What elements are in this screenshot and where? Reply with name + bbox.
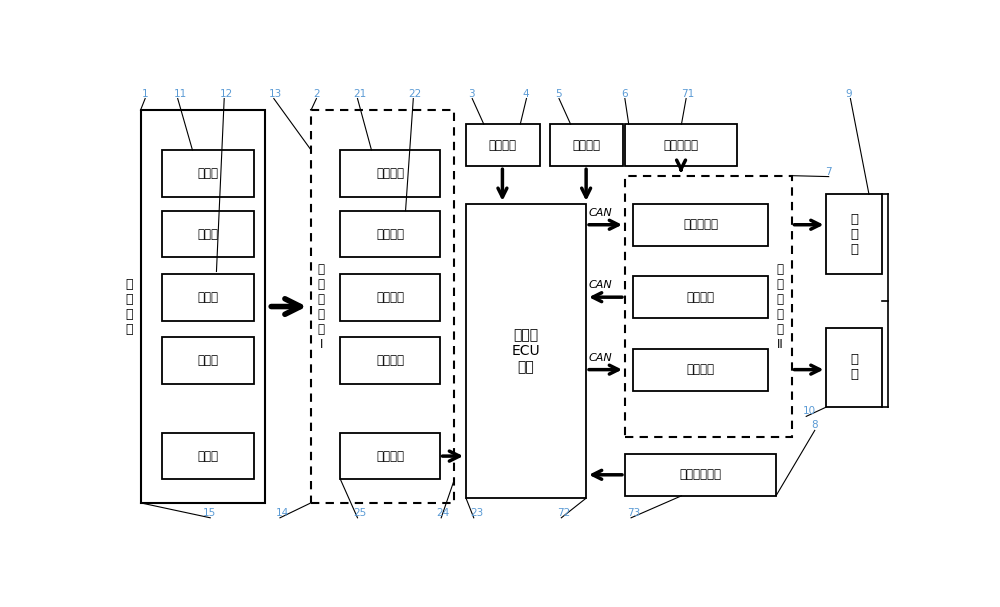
Text: 减速档: 减速档 [197, 450, 218, 463]
Bar [625, 124, 737, 166]
Bar [625, 175, 792, 438]
Text: 23: 23 [470, 508, 483, 518]
Bar [633, 276, 768, 318]
Text: 加速档: 加速档 [197, 354, 218, 367]
Text: 14: 14 [276, 508, 289, 518]
Bar [340, 433, 440, 480]
Bar [466, 204, 586, 498]
Bar [340, 211, 440, 257]
Text: 73: 73 [627, 508, 640, 518]
Bar [162, 433, 254, 480]
Bar [311, 110, 454, 503]
Bar [826, 194, 882, 274]
Text: 5: 5 [555, 89, 562, 98]
Text: 车速传感器: 车速传感器 [664, 139, 699, 152]
Text: 使能信号: 使能信号 [376, 167, 404, 180]
Text: 24: 24 [437, 508, 450, 518]
Text: 刺车信号: 刺车信号 [573, 139, 601, 152]
Text: 7: 7 [825, 166, 831, 177]
Text: 12: 12 [220, 89, 233, 98]
Bar [162, 211, 254, 257]
Text: 加速信号: 加速信号 [376, 354, 404, 367]
Text: 仪
表: 仪 表 [850, 353, 858, 381]
Text: 关闭信号: 关闭信号 [376, 291, 404, 304]
Text: 4: 4 [523, 89, 529, 98]
Text: 13: 13 [268, 89, 282, 98]
Text: 巡
航
开
关: 巡 航 开 关 [125, 277, 133, 336]
Bar [162, 274, 254, 320]
Bar [140, 110, 264, 503]
Text: 指示灯信号: 指示灯信号 [683, 219, 718, 231]
Text: 9: 9 [846, 89, 852, 98]
Bar [625, 454, 776, 496]
Bar [162, 337, 254, 384]
Bar [162, 150, 254, 197]
Text: 21: 21 [354, 89, 367, 98]
Text: 减速信号: 减速信号 [376, 450, 404, 463]
Text: 微
处
理
模
块
Ⅱ: 微 处 理 模 块 Ⅱ [776, 263, 783, 350]
Bar [340, 150, 440, 197]
Text: 6: 6 [621, 89, 628, 98]
Text: 使能档: 使能档 [197, 167, 218, 180]
Text: 1: 1 [142, 89, 149, 98]
Text: 15: 15 [202, 508, 216, 518]
Text: 车速信号: 车速信号 [686, 291, 714, 304]
Bar [633, 204, 768, 246]
Text: 微
处
理
模
块
Ⅰ: 微 处 理 模 块 Ⅰ [318, 263, 325, 350]
Text: 指
示
灯: 指 示 灯 [850, 212, 858, 256]
Bar [826, 328, 882, 407]
Text: 3: 3 [468, 89, 475, 98]
Text: 复位信号: 复位信号 [376, 228, 404, 240]
Text: 10: 10 [803, 406, 816, 416]
Text: 发动机
ECU
单元: 发动机 ECU 单元 [512, 328, 540, 374]
Text: 离合信号: 离合信号 [489, 139, 517, 152]
Bar [466, 124, 540, 166]
Bar [340, 274, 440, 320]
Text: 复位档: 复位档 [197, 228, 218, 240]
Text: CAN: CAN [588, 353, 612, 362]
Bar [633, 348, 768, 391]
Bar [550, 124, 623, 166]
Bar [340, 337, 440, 384]
Text: 2: 2 [313, 89, 320, 98]
Text: CAN: CAN [588, 280, 612, 290]
Text: 72: 72 [557, 508, 571, 518]
Text: 25: 25 [354, 508, 367, 518]
Text: 22: 22 [408, 89, 421, 98]
Text: 故障信息: 故障信息 [686, 363, 714, 376]
Text: 71: 71 [681, 89, 695, 98]
Text: 11: 11 [174, 89, 187, 98]
Text: 排气制动信号: 排气制动信号 [679, 468, 721, 481]
Text: 8: 8 [811, 421, 818, 430]
Text: 关闭档: 关闭档 [197, 291, 218, 304]
Text: CAN: CAN [588, 208, 612, 218]
